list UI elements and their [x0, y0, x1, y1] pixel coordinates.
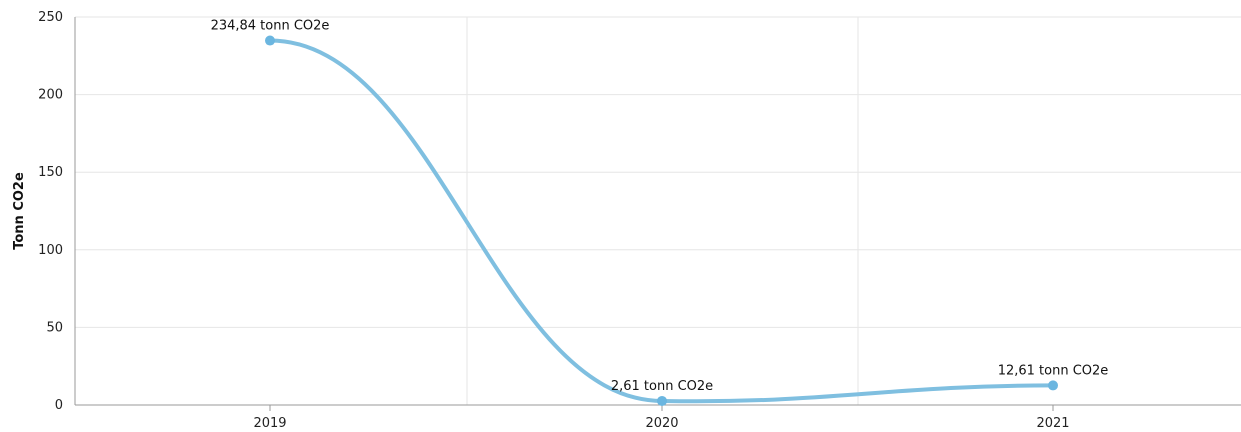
grid-lines	[75, 16, 1241, 405]
series-line-layer	[265, 35, 1058, 406]
y-axis-title: Tonn CO2e	[12, 172, 27, 250]
data-label: 2,61 tonn CO2e	[611, 379, 713, 394]
y-tick-label: 150	[38, 165, 63, 180]
y-tick-label: 0	[55, 398, 63, 413]
y-tick-label: 250	[38, 10, 63, 25]
data-label: 12,61 tonn CO2e	[998, 363, 1109, 378]
data-labels: 234,84 tonn CO2e 2,61 tonn CO2e 12,61 tonn…	[211, 19, 1109, 394]
x-tick-label: 2020	[645, 416, 678, 431]
y-tick-label: 50	[46, 320, 63, 335]
data-label: 234,84 tonn CO2e	[211, 19, 330, 34]
data-point[interactable]	[1048, 380, 1058, 391]
y-tick-label: 200	[38, 88, 63, 103]
data-point[interactable]	[657, 395, 667, 406]
y-tick-label: 100	[38, 243, 63, 258]
series-line	[268, 38, 1055, 404]
data-point[interactable]	[265, 35, 275, 46]
x-tick-label: 2019	[253, 416, 286, 431]
axes: 0 50 100 150 200 250 2019 2020 2021	[38, 10, 1241, 431]
x-tick-label: 2021	[1036, 416, 1069, 431]
